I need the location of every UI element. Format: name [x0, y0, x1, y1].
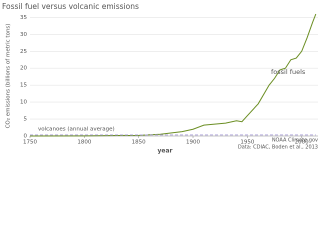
- x-tick-label: 1950: [240, 140, 254, 146]
- y-tick-label: 5: [24, 117, 28, 123]
- x-tick-label: 1750: [23, 140, 37, 146]
- x-axis-label: year: [158, 148, 173, 155]
- x-tick-label: 1850: [132, 140, 146, 146]
- y-tick-label: 15: [20, 83, 27, 89]
- series-line: [29, 13, 317, 137]
- series-label: fossil fuels: [271, 68, 306, 76]
- y-tick-label: 10: [20, 100, 27, 106]
- y-tick-label: 30: [20, 32, 27, 38]
- y-tick-label: 0: [24, 134, 28, 140]
- series-label: volcanoes (annual average): [38, 127, 115, 133]
- x-tick-label: 1800: [77, 140, 91, 146]
- y-axis-label: CO₂ emissions (billions of metric tons): [6, 24, 12, 129]
- chart-title: Fossil fuel versus volcanic emissions: [2, 2, 139, 11]
- y-tick-label: 25: [20, 49, 27, 55]
- page: Fossil fuel versus volcanic emissions CO…: [2, 2, 319, 155]
- y-tick-label: 20: [20, 66, 27, 72]
- chart: Fossil fuel versus volcanic emissions CO…: [2, 2, 318, 155]
- y-tick-label: 35: [20, 15, 27, 21]
- x-tick-label: 2000: [295, 140, 309, 146]
- credit: NOAA Climate.gov: [272, 138, 318, 144]
- x-tick-label: 1900: [186, 140, 200, 146]
- credit: Data: CDIAC, Boden et al., 2013: [238, 145, 318, 151]
